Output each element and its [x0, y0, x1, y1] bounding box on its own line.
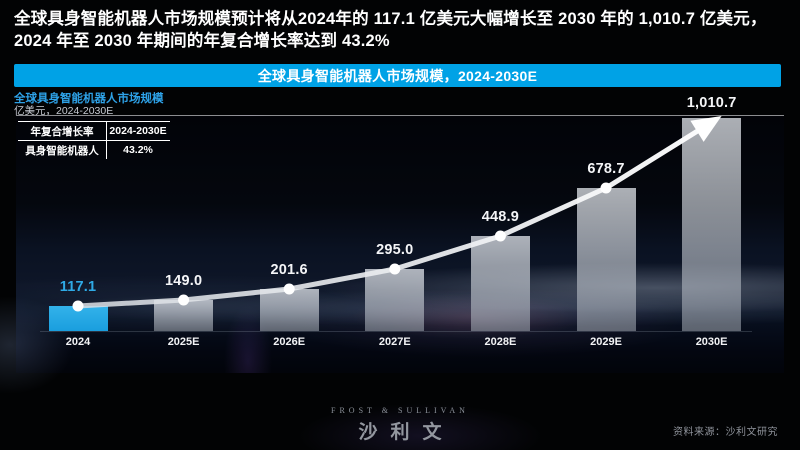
x-axis-label-2027E: 2027E	[378, 336, 411, 348]
chart-banner-title: 全球具身智能机器人市场规模，2024-2030E	[257, 67, 538, 84]
x-axis-label-2026E: 2026E	[273, 336, 306, 348]
bar-value-label-2025E: 149.0	[164, 273, 203, 289]
bar-value-label-2030E: 1,010.7	[686, 95, 737, 111]
cagr-table-header-row: 年复合增长率 2024-2030E	[18, 121, 170, 141]
headline-line1: 全球具身智能机器人市场规模预计将从2024年的 117.1 亿美元大幅增长至 2…	[14, 10, 767, 28]
bar-value-label-2027E: 295.0	[376, 242, 414, 258]
bar-2025E	[154, 300, 214, 331]
bar-2028E	[470, 236, 530, 331]
bar-2024	[48, 306, 108, 331]
page-title: 全球具身智能机器人市场规模预计将从2024年的 117.1 亿美元大幅增长至 2…	[14, 8, 790, 52]
bar-2026E	[259, 289, 319, 331]
x-axis-label-2024: 2024	[65, 336, 91, 348]
cagr-header-metric: 年复合增长率	[30, 125, 94, 138]
bar-value-label-2028E: 448.9	[481, 209, 520, 225]
chart-banner: 全球具身智能机器人市场规模，2024-2030E	[14, 64, 781, 87]
cagr-row-label: 具身智能机器人	[25, 144, 99, 157]
logo-wordmark: FROST & SULLIVAN	[331, 406, 469, 415]
chart-unit-label: 亿美元，2024-2030E	[14, 105, 114, 117]
cagr-table: 年复合增长率 2024-2030E 具身智能机器人 43.2%	[18, 121, 170, 159]
bar-value-label-2029E: 678.7	[587, 161, 625, 177]
cagr-row-value: 43.2%	[106, 141, 169, 159]
bar-value-label-2024: 117.1	[59, 279, 97, 295]
x-axis-line	[40, 331, 752, 332]
x-axis-label-2028E: 2028E	[484, 336, 517, 348]
frost-sullivan-logo: FROST & SULLIVAN 沙利文	[0, 406, 800, 444]
logo-chinese-name: 沙利文	[358, 422, 455, 443]
source-note: 资料来源：沙利文研究	[673, 427, 778, 438]
bar-value-label-2026E: 201.6	[270, 262, 308, 278]
cagr-table-data-row: 具身智能机器人 43.2%	[18, 141, 170, 159]
cagr-header-period: 2024-2030E	[106, 122, 169, 140]
x-axis-label-2025E: 2025E	[167, 336, 200, 348]
chart-subtitle: 全球具身智能机器人市场规模	[14, 93, 164, 105]
bottom-glow-decoration	[250, 380, 590, 450]
headline-line2: 2024 年至 2030 年期间的年复合增长率达到 43.2%	[14, 32, 390, 50]
bar-2030E	[682, 118, 742, 331]
bar-2027E	[365, 269, 425, 331]
bar-2029E	[576, 188, 636, 331]
x-axis-label-2030E: 2030E	[695, 336, 728, 348]
x-axis-label-2029E: 2029E	[590, 336, 622, 348]
